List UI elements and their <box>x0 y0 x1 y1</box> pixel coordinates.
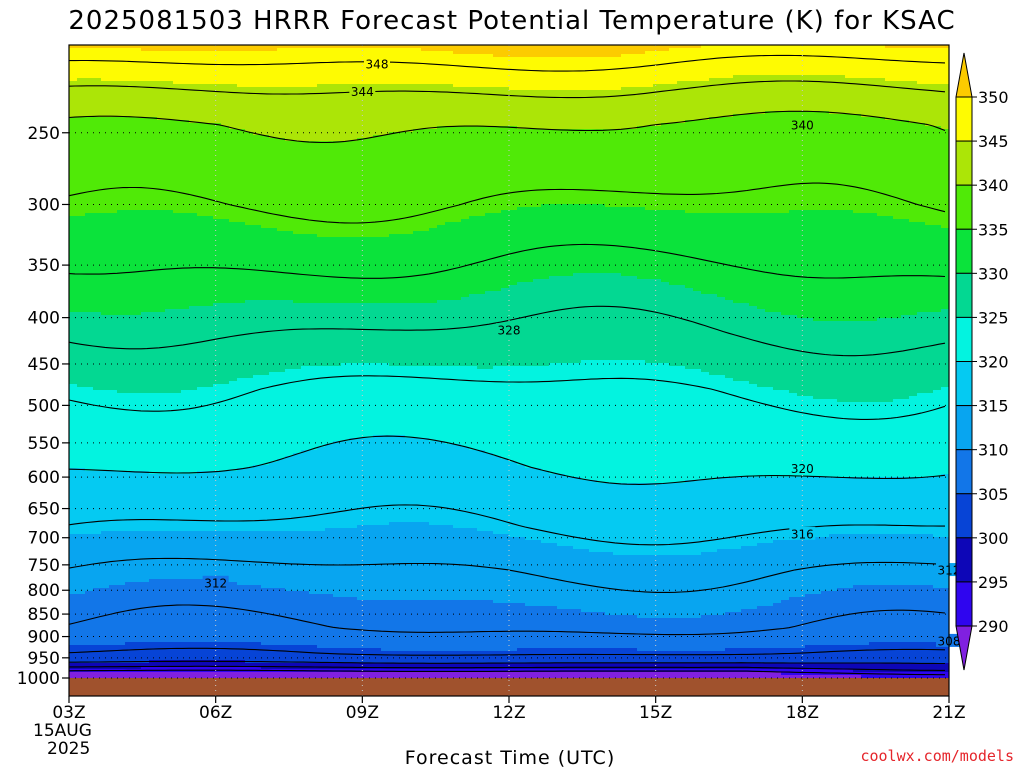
x-axis-label: Forecast Time (UTC) <box>405 747 615 768</box>
colorbar-segment <box>955 316 973 362</box>
contour-label-bg <box>789 461 816 475</box>
colorbar-label: 350 <box>978 88 1009 107</box>
colorbar-label: 310 <box>978 441 1009 460</box>
colorbar-segment <box>955 361 973 407</box>
x-tick-label: 12Z <box>492 703 525 723</box>
colorbar-label: 290 <box>978 617 1009 636</box>
colorbar-label: 325 <box>978 308 1009 327</box>
y-tick-label: 800 <box>28 581 60 601</box>
contour-label-bg <box>364 57 390 71</box>
x-tick-label: 18Z <box>786 703 819 723</box>
y-tick-label: 850 <box>28 605 60 625</box>
isentrope-324K <box>68 375 946 420</box>
date-label-year: 2025 <box>47 739 90 759</box>
y-tick-label: 550 <box>28 434 60 454</box>
x-tick-label: 06Z <box>199 703 232 723</box>
contour-label: 340 <box>791 118 814 132</box>
isentrope-296K <box>69 665 945 671</box>
colorbar-label: 295 <box>978 573 1009 592</box>
colorbar-segment <box>955 449 973 495</box>
isentrope-348K <box>69 54 946 72</box>
colorbar-segment <box>955 405 973 451</box>
contour-label-bg <box>202 575 229 589</box>
y-tick-label: 250 <box>28 124 60 144</box>
contour-label-bg <box>349 84 376 98</box>
colorbar-segment <box>955 228 973 274</box>
y-tick-label: 300 <box>28 195 60 215</box>
isentrope-344K <box>68 80 946 99</box>
isentrope-308K <box>68 604 946 636</box>
contour-label: 316 <box>791 527 814 541</box>
contour-labels: 3483443403323323283243203163163123123123… <box>202 57 962 648</box>
contour-label-bg <box>496 323 522 337</box>
y-axis: 250 300 350 400 450 500 550 600 650 700 750 800 850 9… <box>17 124 69 689</box>
contour-label: 328 <box>498 324 521 338</box>
y-tick-label: 950 <box>28 649 60 669</box>
ground-surface <box>69 678 949 696</box>
colorbar-label: 330 <box>978 264 1009 283</box>
y-tick-label: 450 <box>28 355 60 375</box>
y-tick-label: 650 <box>28 500 60 520</box>
colorbar-label: 345 <box>978 132 1009 151</box>
y-tick-label: 1000 <box>17 669 60 689</box>
chart-title: 2025081503 HRRR Forecast Potential Tempe… <box>68 6 955 36</box>
colorbar-segment <box>955 272 973 318</box>
isentrope-300K <box>69 660 945 665</box>
y-tick-label: 900 <box>28 628 60 648</box>
colorbar: 350 345 340 335 330 325 320 315 310 305 300 295 290 <box>955 52 1009 671</box>
y-tick-label: 400 <box>28 309 60 329</box>
isentrope-328K <box>68 305 946 357</box>
y-tick-label: 500 <box>28 396 60 416</box>
colorbar-label: 320 <box>978 353 1009 372</box>
isentrope-340K <box>68 110 946 144</box>
colorbar-segment <box>955 581 973 627</box>
gridlines <box>69 45 949 696</box>
y-tick-label: 600 <box>28 468 60 488</box>
isentrope-336K <box>68 182 946 224</box>
colorbar-label: 340 <box>978 176 1009 195</box>
date-label-day: 15AUG <box>33 721 92 741</box>
colorbar-segment <box>955 184 973 230</box>
contour-label: 344 <box>351 85 374 99</box>
colorbar-label: 315 <box>978 397 1009 416</box>
y-tick-label: 700 <box>28 529 60 549</box>
contour-label: 348 <box>366 58 389 72</box>
isentrope-312K <box>68 557 946 593</box>
colorbar-segment <box>955 140 973 186</box>
contour-label: 312 <box>204 576 227 590</box>
x-tick-label: 21Z <box>932 703 965 723</box>
colorbar-label: 300 <box>978 529 1009 548</box>
colorbar-segment <box>955 493 973 539</box>
contour-label-bg <box>789 117 816 131</box>
colorbar-label: 335 <box>978 220 1009 239</box>
y-tick-label: 350 <box>28 256 60 276</box>
contour-label-bg <box>789 526 816 540</box>
colorbar-segment <box>955 96 973 142</box>
isentrope-332K <box>68 243 946 279</box>
x-tick-label: 03Z <box>52 703 85 723</box>
colorbar-label: 305 <box>978 485 1009 504</box>
credit-text: coolwx.com/models <box>860 747 1014 765</box>
x-tick-label: 09Z <box>346 703 379 723</box>
colorbar-segment <box>955 537 973 583</box>
isentrope-304K <box>68 647 946 656</box>
x-axis: 03Z 06Z 09Z 12Z 15Z 18Z 21Z <box>52 696 966 723</box>
y-tick-label: 750 <box>28 556 60 576</box>
isentrope-contours <box>68 54 946 676</box>
isentrope-292K <box>68 669 945 676</box>
contour-label: 320 <box>791 462 814 476</box>
isentrope-320K <box>68 435 946 485</box>
x-tick-label: 15Z <box>639 703 672 723</box>
colorbar-extend-top <box>955 52 973 98</box>
colorbar-extend-bottom <box>955 625 973 671</box>
